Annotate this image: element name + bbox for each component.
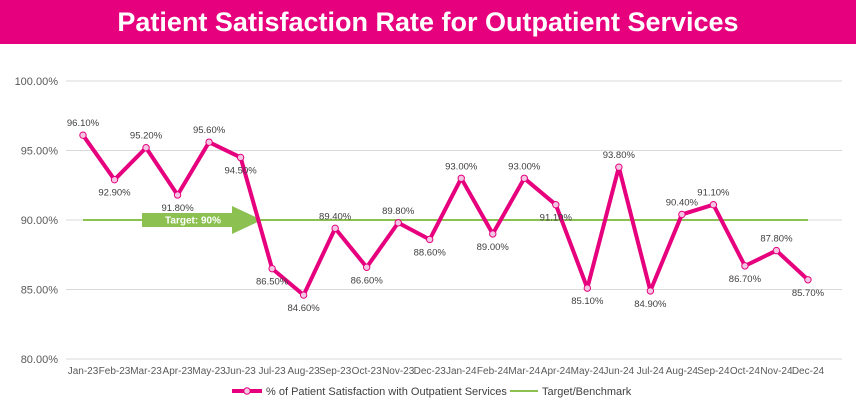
data-label: 91.10% xyxy=(540,213,573,224)
data-label: 89.40% xyxy=(319,211,352,222)
data-point xyxy=(79,131,87,139)
data-label: 88.60% xyxy=(414,247,447,258)
x-tick-label: Sep-24 xyxy=(697,366,730,377)
legend-label-satisfaction: % of Patient Satisfaction with Outpatien… xyxy=(266,386,507,398)
data-label: 93.80% xyxy=(603,150,636,161)
data-label: 89.80% xyxy=(382,206,415,217)
data-point xyxy=(583,284,592,292)
x-tick-label: Jun-24 xyxy=(604,366,635,377)
data-label: 93.00% xyxy=(445,161,478,172)
y-tick-label: 95.00% xyxy=(21,146,59,158)
data-label: 95.60% xyxy=(193,125,226,136)
data-point xyxy=(552,201,560,209)
data-point xyxy=(299,291,308,299)
data-label: 90.40% xyxy=(666,197,699,208)
data-point xyxy=(205,138,213,146)
data-label: 84.90% xyxy=(634,299,667,310)
data-point xyxy=(489,230,497,238)
data-point xyxy=(741,262,749,270)
x-tick-label: Dec-23 xyxy=(414,366,447,377)
satisfaction-series xyxy=(79,131,812,299)
x-tick-label: Dec-24 xyxy=(792,366,825,377)
data-point xyxy=(362,263,371,271)
x-tick-label: Jul-23 xyxy=(258,366,286,377)
x-tick-label: Apr-24 xyxy=(541,366,571,377)
data-label: 86.60% xyxy=(351,275,384,286)
data-label: 86.50% xyxy=(256,277,289,288)
data-point xyxy=(457,174,465,183)
x-tick-label: Aug-24 xyxy=(666,366,699,377)
satisfaction-line xyxy=(81,134,810,298)
y-tick-label: 100.00% xyxy=(15,76,59,88)
x-tick-label: Nov-24 xyxy=(760,366,793,377)
title-bar xyxy=(0,0,856,44)
data-point xyxy=(615,163,623,171)
data-point xyxy=(142,144,150,152)
data-label: 86.70% xyxy=(729,274,762,285)
y-tick-label: 85.00% xyxy=(21,285,59,297)
x-axis-ticks: Jan-23 Feb-23 Mar-23 Apr-23 May-23 Jun-23 Jul-… xyxy=(68,366,825,377)
data-point xyxy=(426,235,434,244)
legend-marker xyxy=(243,387,251,395)
x-tick-label: Mar-23 xyxy=(130,366,162,377)
x-tick-label: May-23 xyxy=(192,366,226,377)
x-tick-label: Sep-23 xyxy=(319,366,352,377)
x-tick-label: Jul-24 xyxy=(637,366,665,377)
data-label: 96.10% xyxy=(67,118,100,129)
data-point xyxy=(772,246,781,255)
data-label: 84.60% xyxy=(288,303,321,314)
data-label: 92.90% xyxy=(98,188,131,199)
y-tick-label: 90.00% xyxy=(21,215,59,227)
data-labels: 96.10% 92.90% 95.20% 91.80% 95.60% 94.50% 86.5… xyxy=(67,118,825,314)
target-annotation-label: Target: 90% xyxy=(165,216,221,227)
data-label: 85.10% xyxy=(571,296,604,307)
data-label: 94.50% xyxy=(224,165,257,176)
x-tick-label: Oct-24 xyxy=(730,366,760,377)
x-tick-label: May-24 xyxy=(571,366,605,377)
x-tick-label: Jun-23 xyxy=(225,366,256,377)
x-tick-label: Mar-24 xyxy=(508,366,540,377)
data-point xyxy=(804,276,812,284)
data-label: 93.00% xyxy=(508,161,541,172)
data-point xyxy=(709,201,718,209)
legend: % of Patient Satisfaction with Outpatien… xyxy=(232,386,632,398)
data-label: 95.20% xyxy=(130,131,163,142)
data-point xyxy=(678,210,686,219)
data-point xyxy=(268,264,276,273)
data-point xyxy=(173,191,182,199)
data-point xyxy=(394,219,402,227)
x-tick-label: Apr-23 xyxy=(163,366,193,377)
data-label: 87.80% xyxy=(760,234,793,245)
data-point xyxy=(110,175,119,184)
x-tick-label: Nov-23 xyxy=(382,366,415,377)
data-label: 85.70% xyxy=(792,288,825,299)
x-tick-label: Feb-24 xyxy=(477,366,509,377)
data-point xyxy=(646,287,655,295)
data-point xyxy=(520,174,528,183)
y-axis-ticks: 80.00% 85.00% 90.00% 95.00% 100.00% xyxy=(15,76,59,366)
x-tick-label: Jan-23 xyxy=(68,366,99,377)
x-tick-label: Aug-23 xyxy=(288,366,321,377)
y-tick-label: 80.00% xyxy=(21,354,59,366)
data-point xyxy=(236,153,245,162)
data-label: 91.80% xyxy=(161,203,194,214)
x-tick-label: Feb-23 xyxy=(99,366,131,377)
data-label: 89.00% xyxy=(477,242,510,253)
legend-label-target: Target/Benchmark xyxy=(542,386,632,398)
x-tick-label: Jan-24 xyxy=(446,366,477,377)
data-label: 91.10% xyxy=(697,188,730,199)
x-tick-label: Oct-23 xyxy=(352,366,382,377)
chart-title: Patient Satisfaction Rate for Outpatient… xyxy=(117,7,739,37)
data-point xyxy=(331,224,339,233)
target-annotation: Target: 90% xyxy=(142,206,262,234)
target-arrow xyxy=(142,206,262,234)
